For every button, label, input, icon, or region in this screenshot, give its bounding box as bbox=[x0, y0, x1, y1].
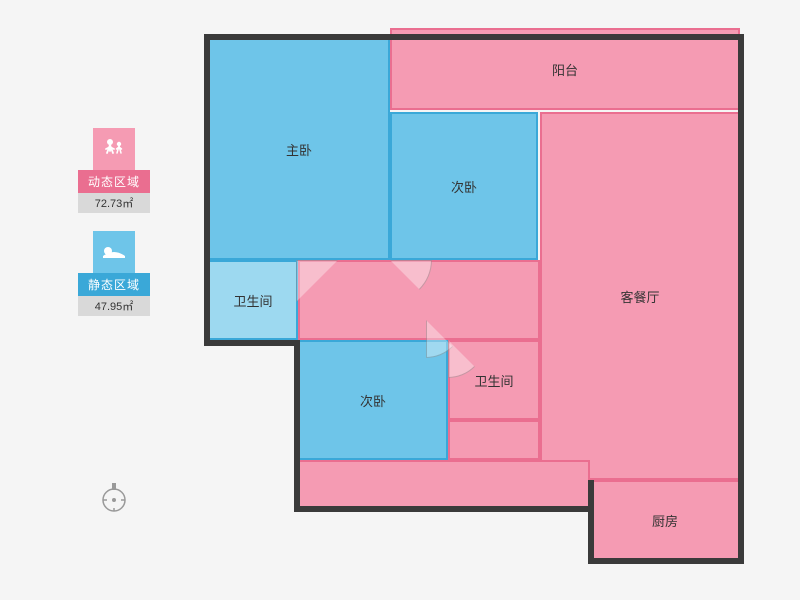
room-label-second-br1: 次卧 bbox=[451, 177, 477, 196]
legend: 动态区域 72.73㎡ 静态区域 47.95㎡ bbox=[78, 128, 150, 334]
outer-wall-1 bbox=[204, 34, 210, 344]
outer-wall-6 bbox=[588, 480, 594, 564]
legend-static-label: 静态区域 bbox=[78, 273, 150, 296]
compass-icon bbox=[100, 480, 128, 508]
outer-wall-2 bbox=[738, 34, 744, 484]
room-label-bath1: 卫生间 bbox=[233, 291, 272, 310]
room-second-br1: 次卧 bbox=[390, 112, 538, 260]
room-label-kitchen: 厨房 bbox=[652, 511, 678, 530]
legend-static: 静态区域 47.95㎡ bbox=[78, 231, 150, 316]
room-hall bbox=[448, 420, 540, 460]
room-kitchen: 厨房 bbox=[590, 480, 740, 560]
legend-dynamic-label: 动态区域 bbox=[78, 170, 150, 193]
outer-wall-0 bbox=[204, 34, 744, 40]
room-label-bath2: 卫生间 bbox=[474, 371, 513, 390]
legend-static-value: 47.95㎡ bbox=[78, 296, 150, 316]
room-balcony: 阳台 bbox=[390, 28, 740, 110]
room-label-master-br: 主卧 bbox=[286, 140, 312, 159]
room-master-br: 主卧 bbox=[208, 38, 390, 260]
outer-wall-4 bbox=[294, 340, 300, 512]
sleep-icon bbox=[93, 231, 135, 273]
people-icon bbox=[93, 128, 135, 170]
legend-dynamic: 动态区域 72.73㎡ bbox=[78, 128, 150, 213]
outer-wall-8 bbox=[738, 480, 744, 564]
outer-wall-7 bbox=[588, 558, 744, 564]
room-bath1: 卫生间 bbox=[208, 260, 298, 340]
room-label-living: 客餐厅 bbox=[620, 287, 659, 306]
room-bath2: 卫生间 bbox=[448, 340, 540, 420]
outer-wall-5 bbox=[294, 506, 594, 512]
room-second-br2: 次卧 bbox=[298, 340, 448, 460]
outer-wall-3 bbox=[204, 340, 298, 346]
room-label-second-br2: 次卧 bbox=[360, 391, 386, 410]
legend-dynamic-value: 72.73㎡ bbox=[78, 193, 150, 213]
room-living: 客餐厅 bbox=[540, 112, 740, 480]
room-kitchen-corridor bbox=[298, 460, 590, 508]
room-label-balcony: 阳台 bbox=[552, 60, 578, 79]
